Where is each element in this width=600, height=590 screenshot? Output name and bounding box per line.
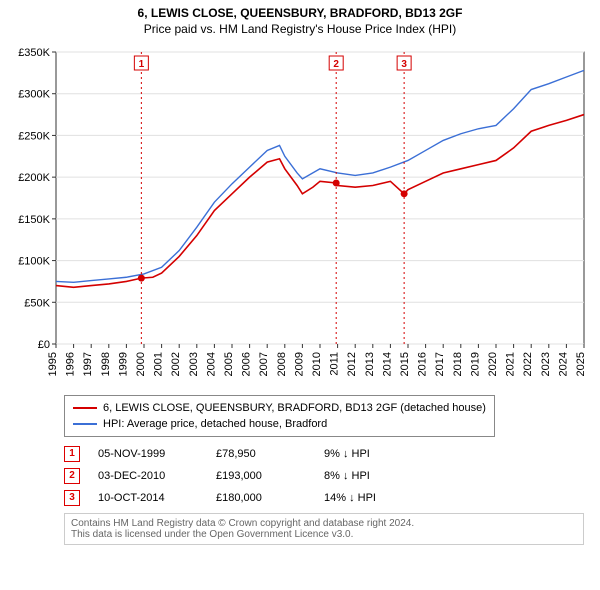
svg-text:£100K: £100K (18, 256, 50, 268)
page-subtitle: Price paid vs. HM Land Registry's House … (8, 22, 592, 36)
legend-label-hpi: HPI: Average price, detached house, Brad… (103, 416, 327, 432)
chart-svg: £0 £50K £100K £150K £200K £250K £300K £350K 1995… (8, 42, 592, 384)
svg-text:1999: 1999 (117, 352, 129, 376)
svg-text:2018: 2018 (452, 352, 464, 376)
svg-text:2019: 2019 (469, 352, 481, 376)
svg-text:2012: 2012 (346, 352, 358, 376)
svg-text:1995: 1995 (47, 352, 59, 376)
svg-text:2025: 2025 (575, 352, 587, 376)
footer: Contains HM Land Registry data © Crown c… (64, 513, 584, 545)
svg-text:1997: 1997 (82, 352, 94, 376)
svg-text:2002: 2002 (170, 352, 182, 376)
sale-date: 03-DEC-2010 (98, 465, 198, 487)
legend-row-hpi: HPI: Average price, detached house, Brad… (73, 416, 486, 432)
sale-date: 10-OCT-2014 (98, 487, 198, 509)
svg-text:1998: 1998 (100, 352, 112, 376)
footer-line1: Contains HM Land Registry data © Crown c… (71, 518, 577, 529)
svg-text:3: 3 (401, 59, 407, 70)
svg-text:2010: 2010 (311, 352, 323, 376)
legend-label-property: 6, LEWIS CLOSE, QUEENSBURY, BRADFORD, BD… (103, 400, 486, 416)
sales-list: 1 05-NOV-1999 £78,950 9% ↓ HPI 2 03-DEC-… (64, 443, 592, 509)
svg-text:2003: 2003 (188, 352, 200, 376)
svg-text:2: 2 (333, 59, 339, 70)
svg-text:2015: 2015 (399, 352, 411, 376)
sale-delta: 8% ↓ HPI (324, 465, 370, 487)
svg-text:2004: 2004 (205, 352, 217, 376)
svg-text:2001: 2001 (153, 352, 165, 376)
page-title: 6, LEWIS CLOSE, QUEENSBURY, BRADFORD, BD… (8, 6, 592, 20)
sale-price: £180,000 (216, 487, 306, 509)
sale-badge: 1 (64, 446, 80, 462)
svg-text:2021: 2021 (505, 352, 517, 376)
svg-text:£200K: £200K (18, 172, 50, 184)
svg-text:2014: 2014 (381, 352, 393, 376)
svg-text:2007: 2007 (258, 352, 270, 376)
svg-text:2008: 2008 (276, 352, 288, 376)
svg-text:2013: 2013 (364, 352, 376, 376)
svg-text:£50K: £50K (24, 297, 50, 309)
svg-text:2009: 2009 (293, 352, 305, 376)
svg-text:2011: 2011 (329, 352, 341, 376)
sale-price: £78,950 (216, 443, 306, 465)
svg-text:2016: 2016 (417, 352, 429, 376)
price-chart: £0 £50K £100K £150K £200K £250K £300K £350K 1995… (8, 42, 592, 389)
sale-badge: 3 (64, 490, 80, 506)
svg-text:2024: 2024 (557, 352, 569, 376)
sale-row: 3 10-OCT-2014 £180,000 14% ↓ HPI (64, 487, 592, 509)
svg-text:2000: 2000 (135, 352, 147, 376)
svg-text:1996: 1996 (65, 352, 77, 376)
sale-row: 2 03-DEC-2010 £193,000 8% ↓ HPI (64, 465, 592, 487)
svg-text:£150K: £150K (18, 214, 50, 226)
svg-text:£250K: £250K (18, 130, 50, 142)
legend: 6, LEWIS CLOSE, QUEENSBURY, BRADFORD, BD… (64, 395, 495, 437)
legend-row-property: 6, LEWIS CLOSE, QUEENSBURY, BRADFORD, BD… (73, 400, 486, 416)
svg-text:2005: 2005 (223, 352, 235, 376)
svg-text:1: 1 (139, 59, 145, 70)
svg-text:2006: 2006 (241, 352, 253, 376)
svg-text:2023: 2023 (540, 352, 552, 376)
sale-delta: 9% ↓ HPI (324, 443, 370, 465)
svg-text:£350K: £350K (18, 47, 50, 59)
svg-text:2022: 2022 (522, 352, 534, 376)
svg-text:2020: 2020 (487, 352, 499, 376)
sale-delta: 14% ↓ HPI (324, 487, 376, 509)
sale-row: 1 05-NOV-1999 £78,950 9% ↓ HPI (64, 443, 592, 465)
legend-swatch-hpi (73, 423, 97, 425)
footer-line2: This data is licensed under the Open Gov… (71, 529, 577, 540)
svg-text:£0: £0 (38, 339, 50, 351)
svg-text:2017: 2017 (434, 352, 446, 376)
svg-text:£300K: £300K (18, 89, 50, 101)
legend-swatch-property (73, 407, 97, 409)
sale-date: 05-NOV-1999 (98, 443, 198, 465)
sale-price: £193,000 (216, 465, 306, 487)
sale-badge: 2 (64, 468, 80, 484)
